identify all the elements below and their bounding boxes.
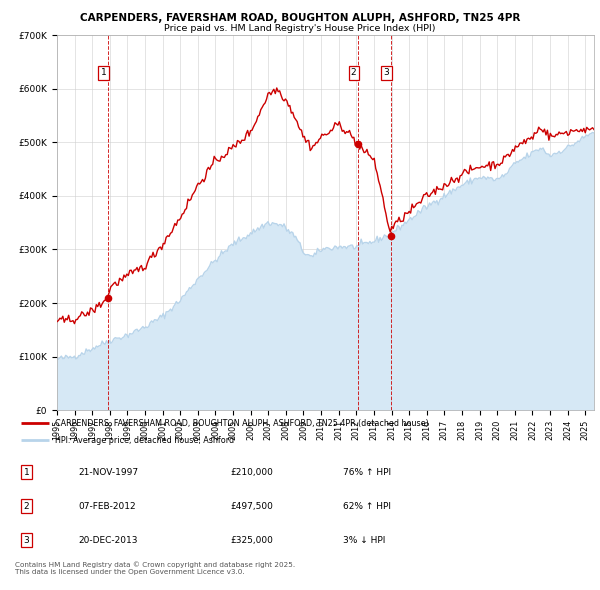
Text: Price paid vs. HM Land Registry's House Price Index (HPI): Price paid vs. HM Land Registry's House … [164,24,436,32]
Point [353,139,363,149]
Text: £325,000: £325,000 [231,536,274,545]
Text: 2: 2 [351,68,356,77]
Point [386,231,396,241]
Text: CARPENDERS, FAVERSHAM ROAD, BOUGHTON ALUPH, ASHFORD, TN25 4PR: CARPENDERS, FAVERSHAM ROAD, BOUGHTON ALU… [80,13,520,23]
Text: 3: 3 [23,536,29,545]
Text: 3% ↓ HPI: 3% ↓ HPI [343,536,386,545]
Text: 3: 3 [383,68,389,77]
Text: 20-DEC-2013: 20-DEC-2013 [78,536,138,545]
Text: CARPENDERS, FAVERSHAM ROAD, BOUGHTON ALUPH, ASHFORD, TN25 4PR (detached house): CARPENDERS, FAVERSHAM ROAD, BOUGHTON ALU… [55,419,429,428]
Text: 76% ↑ HPI: 76% ↑ HPI [343,468,391,477]
Text: 1: 1 [23,468,29,477]
Text: £210,000: £210,000 [231,468,274,477]
Text: £497,500: £497,500 [231,502,274,511]
Text: 2: 2 [23,502,29,511]
Text: 21-NOV-1997: 21-NOV-1997 [78,468,139,477]
Text: 62% ↑ HPI: 62% ↑ HPI [343,502,391,511]
Text: Contains HM Land Registry data © Crown copyright and database right 2025.
This d: Contains HM Land Registry data © Crown c… [15,562,295,575]
Text: 1: 1 [101,68,106,77]
Text: HPI: Average price, detached house, Ashford: HPI: Average price, detached house, Ashf… [55,436,235,445]
Text: 07-FEB-2012: 07-FEB-2012 [78,502,136,511]
Point [103,293,113,302]
